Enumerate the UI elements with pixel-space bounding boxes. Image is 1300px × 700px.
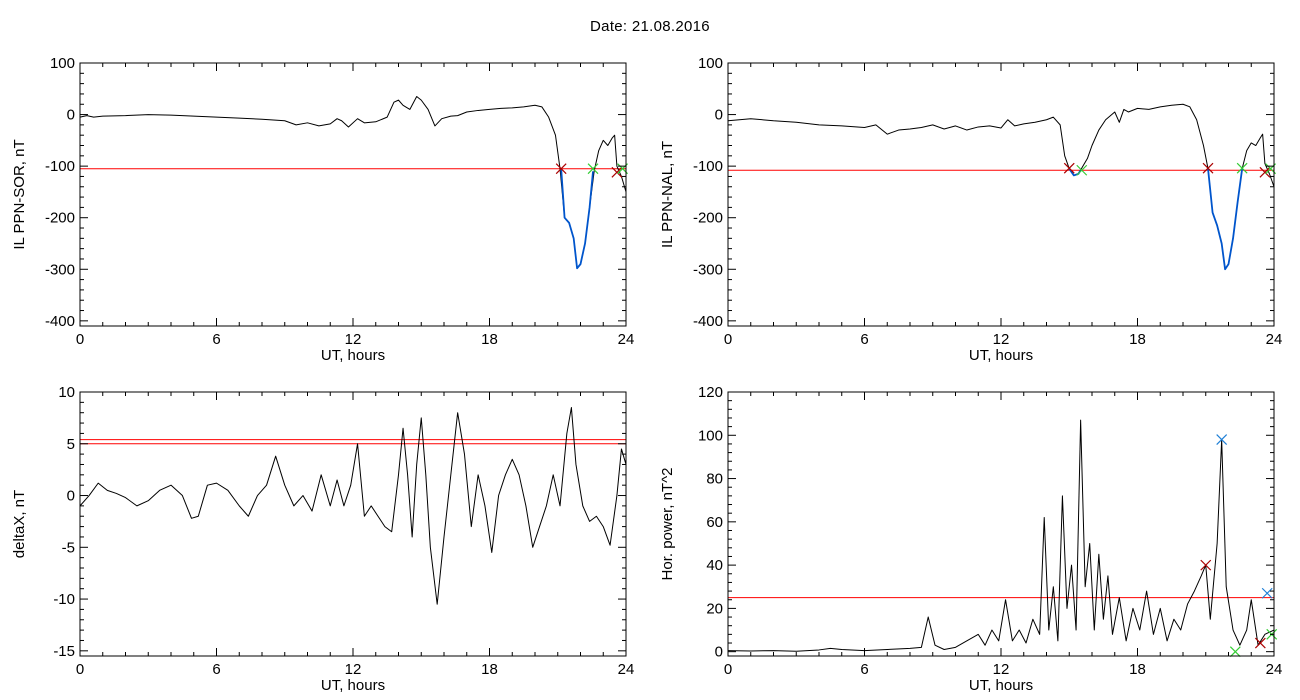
y-tick-label: 0 xyxy=(67,107,75,124)
y-axis-label: Hor. power, nT^2 xyxy=(659,468,676,581)
y-axis-label: deltaX, nT xyxy=(11,490,28,558)
y-tick-label: -200 xyxy=(45,210,75,227)
chart-deltax: 0 6 12 18 24 -15 -10 -5 0 5 10 UT, hours deltaX, nT xyxy=(11,384,634,694)
y-tick-label: 20 xyxy=(706,600,723,617)
y-tick-label: -400 xyxy=(45,313,75,330)
data-marker xyxy=(1254,637,1266,649)
x-tick-label: 0 xyxy=(724,661,732,678)
data-marker xyxy=(1259,166,1271,178)
x-tick-label: 24 xyxy=(618,661,635,678)
data-marker xyxy=(1076,164,1088,176)
x-tick-label: 18 xyxy=(481,331,498,348)
x-axis-label: UT, hours xyxy=(969,677,1033,694)
y-tick-label: -15 xyxy=(53,643,75,660)
chart-ppn-sor: 0 6 12 18 24 -400 -300 -200 -100 0 100 UT, hours IL … xyxy=(11,55,634,364)
x-tick-label: 24 xyxy=(1266,661,1283,678)
plot-frame xyxy=(727,62,1275,327)
y-tick-label: -300 xyxy=(45,261,75,278)
y-tick-label: -5 xyxy=(62,539,75,556)
y-tick-label: 0 xyxy=(715,644,723,661)
series-line xyxy=(727,103,1275,270)
x-tick-label: 0 xyxy=(76,331,84,348)
x-tick-label: 6 xyxy=(860,661,868,678)
data-marker xyxy=(1063,162,1075,174)
x-tick-label: 12 xyxy=(993,331,1010,348)
y-tick-label: -100 xyxy=(693,158,723,175)
x-tick-label: 12 xyxy=(345,331,362,348)
x-tick-label: 12 xyxy=(345,661,362,678)
y-tick-label: 40 xyxy=(706,557,723,574)
series-line xyxy=(560,168,594,270)
y-tick-label: 0 xyxy=(715,107,723,124)
y-tick-label: 100 xyxy=(698,55,723,72)
y-tick-label: 100 xyxy=(50,55,75,72)
y-axis-label: IL PPN-SOR, nT xyxy=(11,139,28,249)
y-tick-label: -10 xyxy=(53,591,75,608)
y-tick-label: 100 xyxy=(698,427,723,444)
y-tick-label: -200 xyxy=(693,210,723,227)
x-axis-label: UT, hours xyxy=(321,677,385,694)
data-marker xyxy=(1236,162,1248,174)
y-tick-label: 10 xyxy=(58,384,75,401)
x-tick-label: 24 xyxy=(618,331,635,348)
series-line xyxy=(79,96,627,269)
series-line xyxy=(79,407,627,605)
x-tick-label: 6 xyxy=(212,331,220,348)
data-marker xyxy=(587,163,599,175)
x-tick-label: 12 xyxy=(993,661,1010,678)
data-marker xyxy=(1229,646,1241,658)
data-marker xyxy=(1200,559,1212,571)
y-tick-label: 80 xyxy=(706,471,723,488)
y-tick-label: 120 xyxy=(698,384,723,401)
x-tick-label: 6 xyxy=(212,661,220,678)
x-tick-label: 18 xyxy=(481,661,498,678)
chart-ppn-nal: 0 6 12 18 24 -400 -300 -200 -100 0 100 UT, hours IL … xyxy=(659,55,1282,364)
y-tick-label: -400 xyxy=(693,313,723,330)
y-tick-label: -300 xyxy=(693,261,723,278)
data-marker xyxy=(611,166,623,178)
y-tick-label: -100 xyxy=(45,158,75,175)
data-marker xyxy=(1216,434,1228,446)
plot-frame xyxy=(727,391,1275,657)
x-tick-label: 0 xyxy=(724,331,732,348)
x-axis-label: UT, hours xyxy=(321,347,385,364)
plot-frame xyxy=(79,391,627,657)
x-axis-label: UT, hours xyxy=(969,347,1033,364)
y-axis-label: IL PPN-NAL, nT xyxy=(659,141,676,248)
data-marker xyxy=(1261,587,1273,599)
series-line xyxy=(727,419,1275,652)
y-tick-label: 60 xyxy=(706,514,723,531)
y-tick-label: 0 xyxy=(67,488,75,505)
page-title: Date: 21.08.2016 xyxy=(590,18,710,35)
plot-frame xyxy=(79,62,627,327)
data-marker xyxy=(1202,162,1214,174)
x-tick-label: 18 xyxy=(1129,661,1146,678)
series-line xyxy=(1207,168,1244,271)
chart-hor-power: 0 6 12 18 24 0 20 40 60 80 100 120 UT, hours Hor. pow… xyxy=(659,384,1282,694)
x-tick-label: 24 xyxy=(1266,331,1283,348)
data-marker xyxy=(555,163,567,175)
x-tick-label: 0 xyxy=(76,661,84,678)
x-tick-label: 18 xyxy=(1129,331,1146,348)
y-tick-label: 5 xyxy=(67,436,75,453)
x-tick-label: 6 xyxy=(860,331,868,348)
